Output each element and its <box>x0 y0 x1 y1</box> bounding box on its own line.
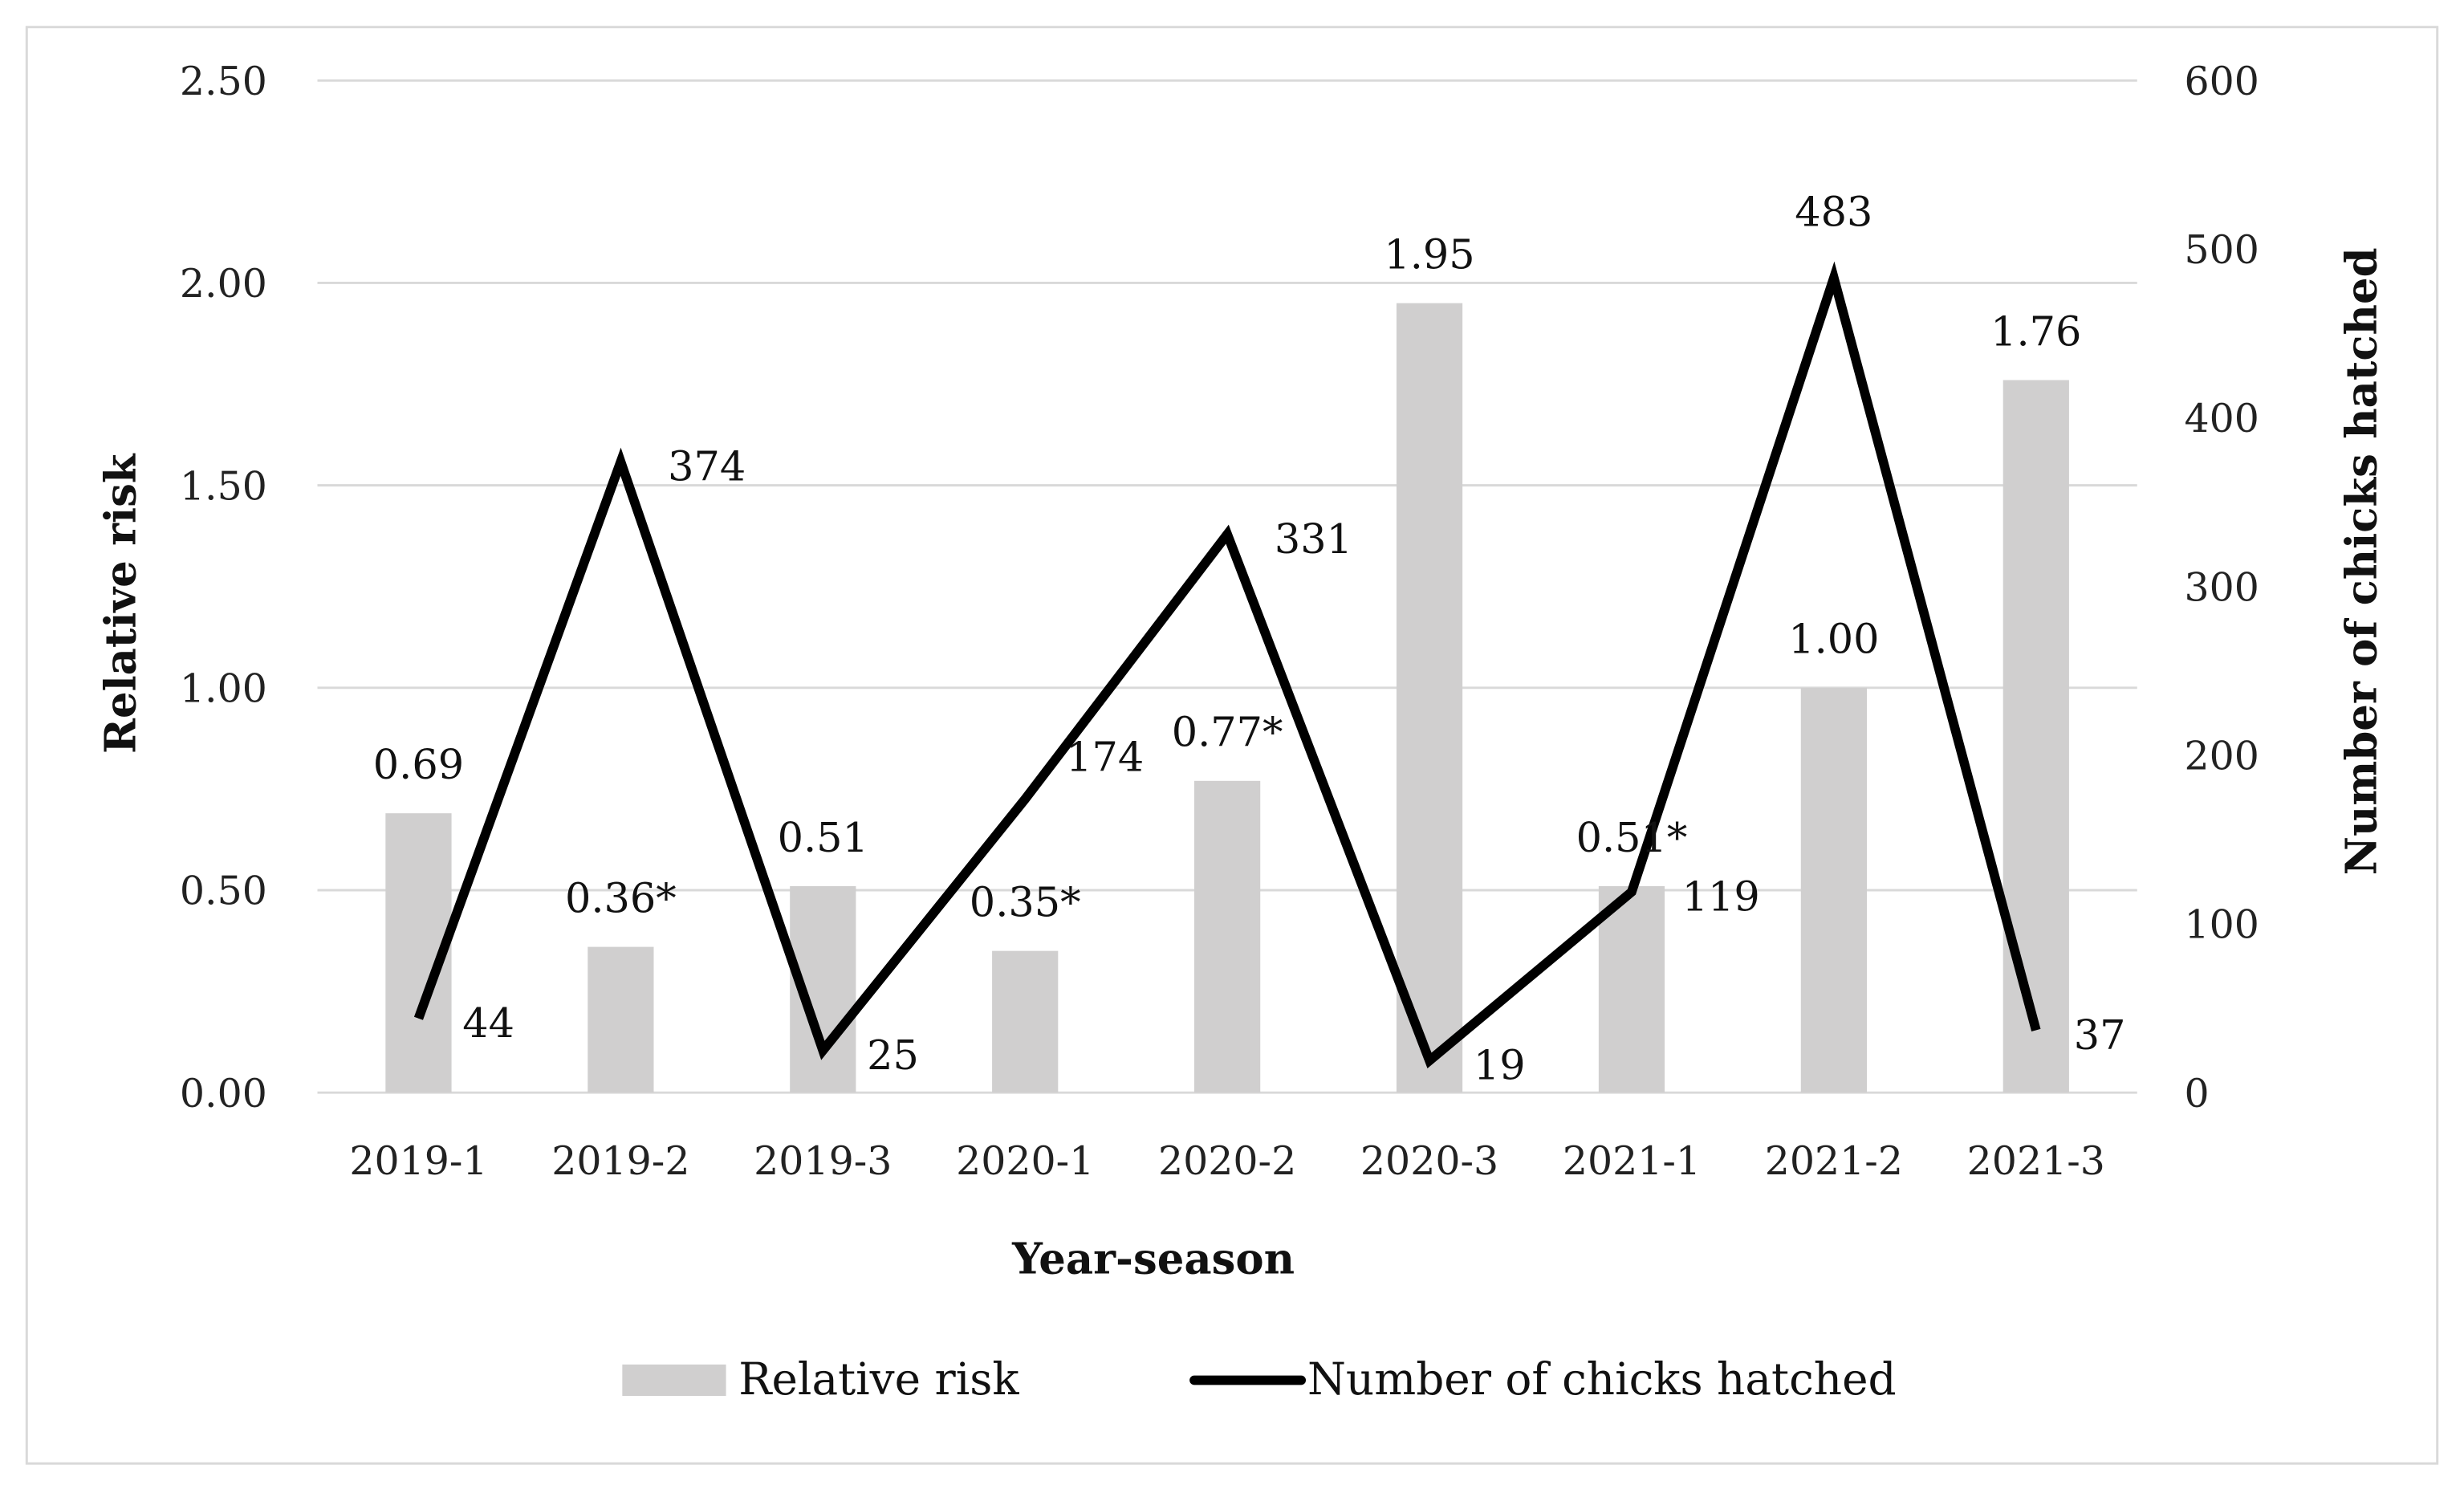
line-data-label: 37 <box>2074 1012 2126 1060</box>
x-tick-label: 2020-3 <box>1360 1138 1498 1184</box>
x-tick-label: 2020-2 <box>1158 1138 1296 1184</box>
bar-2020-2 <box>1194 780 1261 1093</box>
x-tick-label: 2019-2 <box>551 1138 689 1184</box>
y2-axis-title: Number of chicks hatched <box>2336 247 2386 875</box>
bar-data-label: 0.36* <box>565 876 677 923</box>
line-data-label: 19 <box>1474 1043 1526 1090</box>
bar-2021-1 <box>1598 885 1665 1093</box>
y-axis-title: Relative risk <box>96 453 145 754</box>
line-data-label: 331 <box>1275 516 1352 563</box>
x-tick-label: 2019-3 <box>754 1138 892 1184</box>
y2-tick-label: 400 <box>2184 396 2259 441</box>
bar-data-label: 0.51 <box>778 815 868 862</box>
bar-2020-3 <box>1396 303 1463 1093</box>
y2-tick-label: 200 <box>2184 734 2259 779</box>
bar-data-label: 1.95 <box>1384 232 1474 279</box>
y2-tick-label: 500 <box>2184 227 2259 273</box>
line-data-label: 44 <box>462 1000 514 1048</box>
bar-2020-1 <box>992 950 1059 1093</box>
y2-tick-label: 100 <box>2184 902 2259 948</box>
bar-data-label: 0.51* <box>1576 815 1688 862</box>
x-tick-label: 2020-1 <box>956 1138 1094 1184</box>
y-tick-label: 2.00 <box>180 261 267 307</box>
legend: Relative risk Number of chicks hatched <box>622 1353 1897 1405</box>
bar-data-label: 0.69 <box>373 742 464 789</box>
y2-tick-label: 600 <box>2184 59 2259 104</box>
x-axis-title: Year-season <box>1011 1234 1295 1284</box>
y-tick-label: 1.00 <box>180 665 267 711</box>
bar-data-label: 0.35* <box>970 880 1081 927</box>
y-tick-label: 0.50 <box>180 869 267 914</box>
x-tick-label: 2021-3 <box>1967 1138 2105 1184</box>
x-tick-label: 2019-1 <box>349 1138 487 1184</box>
legend-label-chicks: Number of chicks hatched <box>1307 1353 1897 1405</box>
bar-data-label: 0.77* <box>1172 710 1283 757</box>
y-tick-label: 1.50 <box>180 463 267 509</box>
legend-swatch-relative-risk <box>622 1364 726 1397</box>
y-tick-label: 0.00 <box>180 1071 267 1117</box>
bar-2019-2 <box>588 946 654 1093</box>
line-data-label: 374 <box>668 444 746 491</box>
x-tick-label: 2021-1 <box>1563 1138 1701 1184</box>
line-data-label: 25 <box>867 1032 919 1080</box>
y-tick-label: 2.50 <box>180 59 267 104</box>
legend-label-relative-risk: Relative risk <box>738 1353 1019 1405</box>
line-data-label: 483 <box>1795 189 1872 237</box>
x-tick-label: 2021-2 <box>1765 1138 1903 1184</box>
y2-tick-label: 0 <box>2184 1071 2209 1117</box>
line-data-label: 119 <box>1682 874 1760 921</box>
bar-data-label: 1.76 <box>1990 308 2081 356</box>
bar-2021-3 <box>2003 380 2069 1093</box>
y2-tick-label: 300 <box>2184 564 2259 610</box>
line-data-label: 174 <box>1066 734 1144 781</box>
bar-2021-2 <box>1800 687 1867 1093</box>
bar-data-label: 1.00 <box>1788 616 1879 664</box>
